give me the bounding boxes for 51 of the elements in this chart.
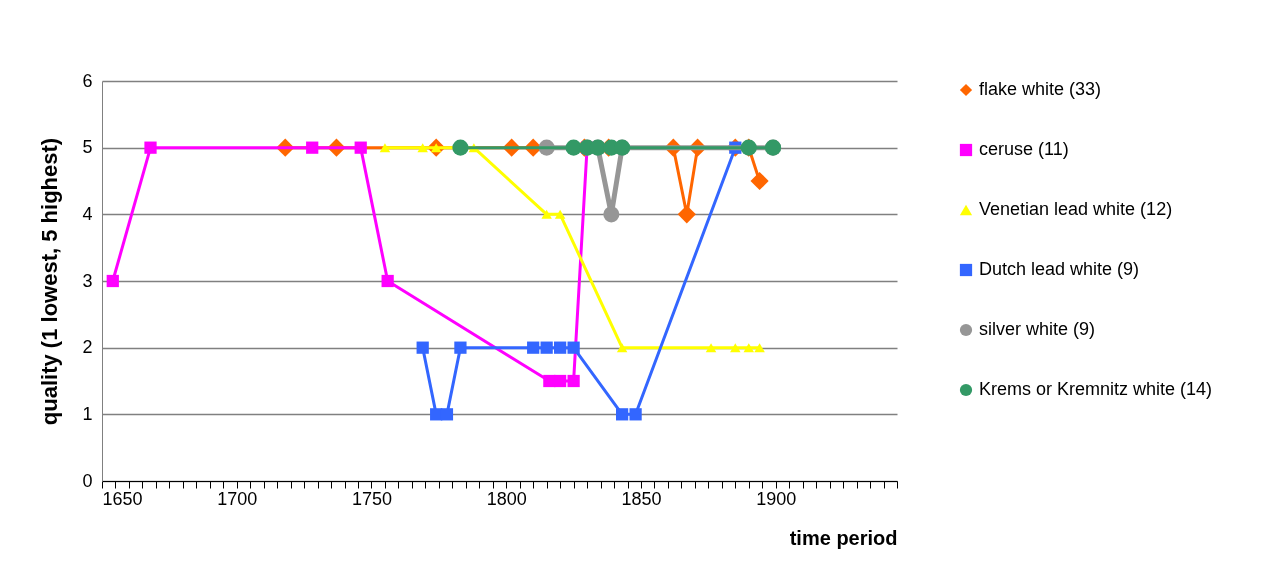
point xyxy=(440,408,454,421)
x-tick-label: 1850 xyxy=(621,488,662,509)
legend-label: silver white (9) xyxy=(979,319,1096,339)
legend-label: ceruse (11) xyxy=(979,139,1069,159)
point xyxy=(379,143,391,153)
point xyxy=(616,343,628,353)
point xyxy=(554,374,567,388)
point xyxy=(705,343,717,353)
y-tick-label: 2 xyxy=(82,337,93,358)
point xyxy=(541,209,552,219)
y-tick-label: 4 xyxy=(82,203,93,224)
x-tick-label: 1650 xyxy=(102,488,143,509)
point xyxy=(417,143,428,153)
point xyxy=(554,209,566,219)
point xyxy=(454,341,467,354)
y-tick-label: 1 xyxy=(82,403,93,424)
x-tick-label: 1900 xyxy=(756,488,797,509)
legend-label: Dutch lead white (9) xyxy=(979,259,1140,279)
y-axis-title: quality (1 lowest, 5 highest) xyxy=(37,137,63,426)
point xyxy=(527,341,540,354)
point xyxy=(565,139,582,156)
point xyxy=(354,141,367,154)
point xyxy=(754,343,765,353)
x-tick-label: 1750 xyxy=(351,488,393,509)
x-axis-title: time period xyxy=(789,526,898,549)
point xyxy=(567,374,580,388)
point xyxy=(730,343,741,353)
point xyxy=(306,141,319,154)
legend-label: Krems or Kremnitz white (14) xyxy=(979,379,1213,399)
x-tick-label: 1700 xyxy=(217,488,258,509)
point xyxy=(381,274,394,288)
point xyxy=(615,408,629,421)
point xyxy=(677,205,696,224)
point xyxy=(106,274,119,288)
point xyxy=(750,171,769,191)
y-tick-label: 0 xyxy=(82,470,93,491)
point xyxy=(554,341,567,354)
point xyxy=(743,343,755,353)
point xyxy=(540,341,553,354)
point xyxy=(452,139,469,156)
y-tick-label: 6 xyxy=(82,70,93,91)
x-tick-label: 1800 xyxy=(486,488,527,509)
y-tick-label: 3 xyxy=(82,270,93,291)
point xyxy=(144,141,157,154)
point xyxy=(567,341,580,354)
legend-label: Venetian lead white (12) xyxy=(979,199,1173,219)
point xyxy=(416,341,429,354)
y-tick-label: 5 xyxy=(82,137,93,158)
point xyxy=(603,206,620,223)
point xyxy=(629,408,642,421)
legend-label: flake white (33) xyxy=(979,79,1102,99)
